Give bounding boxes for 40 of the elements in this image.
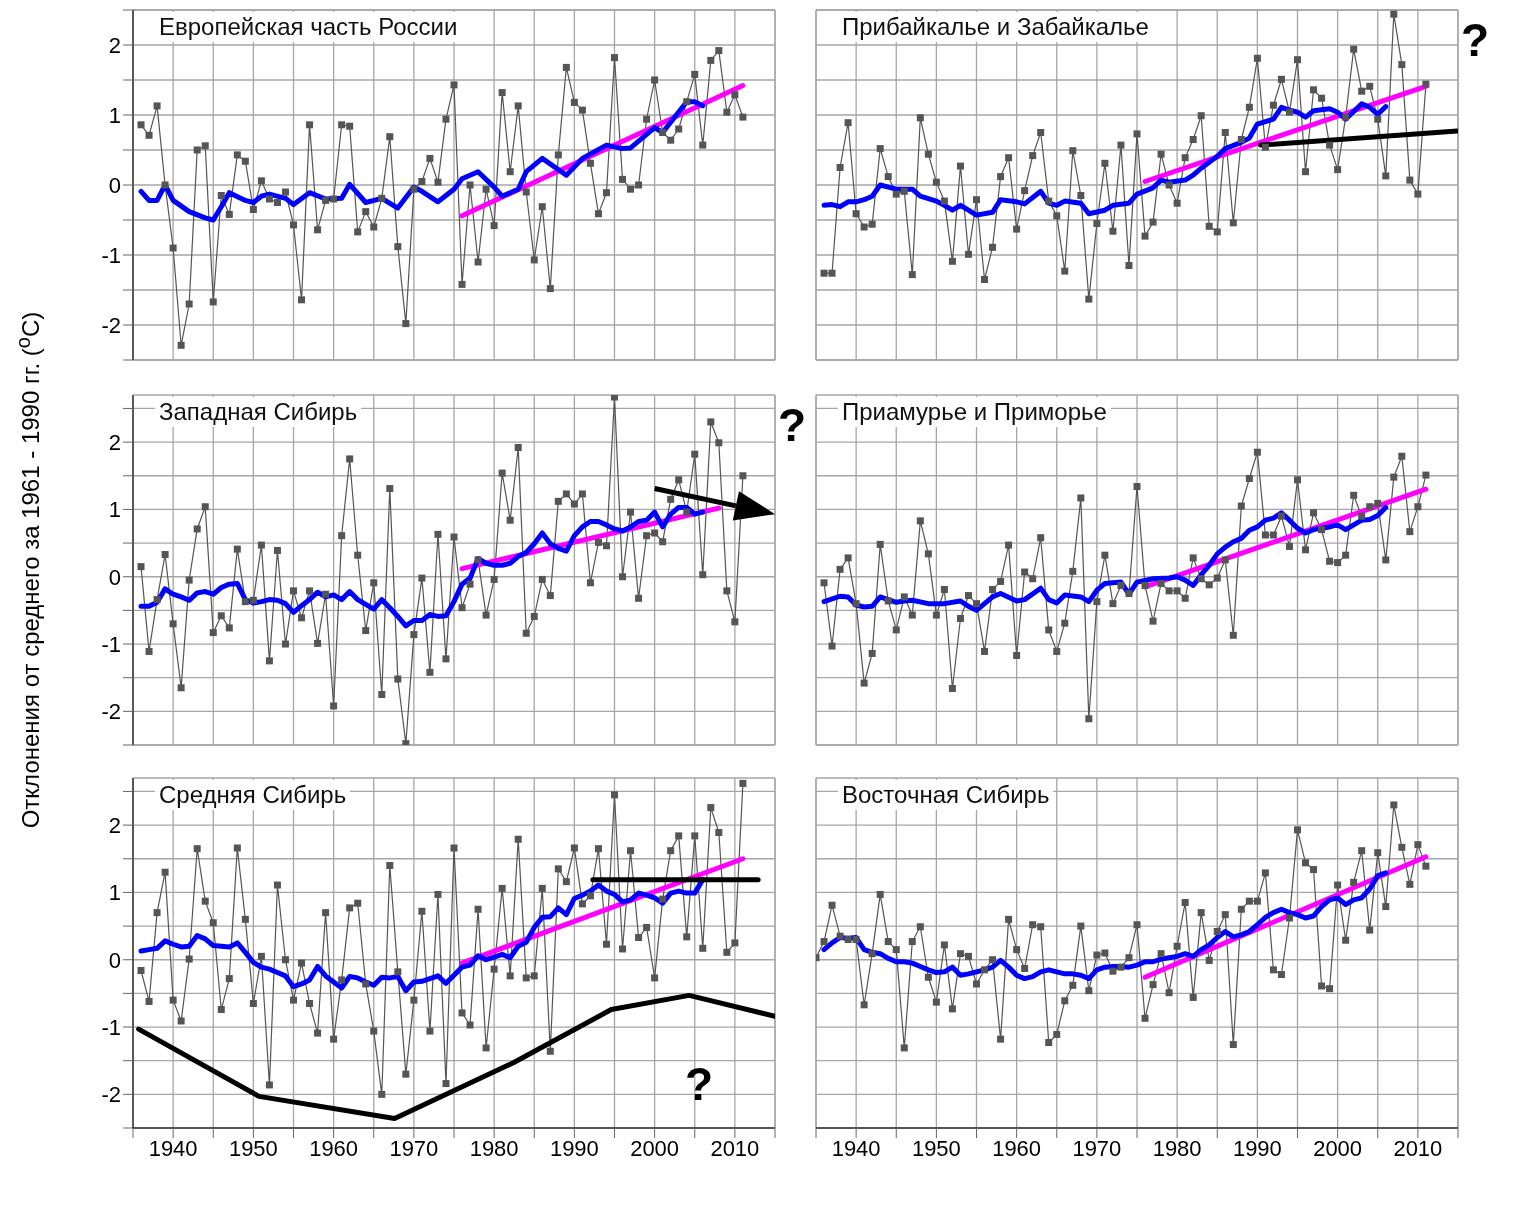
chart-title: Прибайкалье и Забайкалье [838,12,1153,42]
annotation: ? [685,1058,714,1110]
chart-title: Западная Сибирь [155,397,362,427]
y-tick-label: -1 [101,631,121,657]
x-tick-label: 1940 [831,1135,881,1161]
text: ? [778,399,807,451]
x-tick-label: 2000 [630,1135,680,1161]
y-tick-label: 0 [108,172,121,198]
y-tick-label: 1 [108,497,121,523]
x-tick-label: 1950 [911,1135,961,1161]
y-tick-label: -2 [101,699,121,725]
y-tick-label: 2 [108,32,121,58]
x-tick-label: 1960 [992,1135,1042,1161]
y-tick-label: -2 [101,312,121,338]
y-tick-label: -2 [101,1082,121,1108]
chart-title: Европейская часть России [155,12,462,42]
chart-title: Приамурье и Приморье [838,397,1111,427]
x-tick-label: 1990 [549,1135,599,1161]
y-tick-label: 1 [108,102,121,128]
x-tick-label: 2000 [1313,1135,1363,1161]
x-tick-label: 1960 [309,1135,359,1161]
x-tick-label: 1970 [389,1135,439,1161]
x-tick-label: 1950 [228,1135,278,1161]
x-tick-label: 2010 [710,1135,760,1161]
y-tick-label: 0 [108,564,121,590]
chart-title: Средняя Сибирь [155,780,351,810]
y-tick-label: 0 [108,947,121,973]
y-tick-label: 2 [108,429,121,455]
x-tick-label: 2010 [1393,1135,1443,1161]
y-tick-label: 2 [108,812,121,838]
x-tick-label: 1990 [1232,1135,1282,1161]
y-tick-label: 1 [108,880,121,906]
x-tick-label: 1970 [1072,1135,1122,1161]
x-tick-label: 1980 [1152,1135,1202,1161]
x-tick-label: 1940 [148,1135,198,1161]
chart-title: Восточная Сибирь [838,780,1054,810]
y-tick-label: -1 [101,1014,121,1040]
y-tick-label: -1 [101,242,121,268]
text: ? [1461,14,1490,66]
x-tick-label: 1980 [469,1135,519,1161]
